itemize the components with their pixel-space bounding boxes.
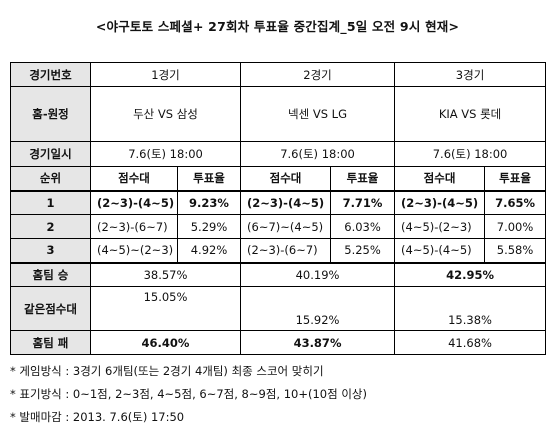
- rank-row: 2 (2~3)-(6~7) 5.29% (6~7)~(4~5) 6.03% (4…: [10, 214, 547, 239]
- score-band-cell: (4~5)~(2~3): [90, 238, 178, 263]
- vote-rate-cell: 5.29%: [176, 214, 242, 239]
- vote-rate-header: 투표율: [484, 166, 547, 192]
- game-3-datetime: 7.6(토) 18:00: [394, 141, 547, 167]
- game-2-home-win: 40.19%: [240, 261, 396, 287]
- vote-rate-cell: 5.58%: [484, 238, 547, 263]
- home-lose-row: 홈팀 패 46.40% 43.87% 41.68%: [10, 330, 547, 355]
- score-band-cell: (6~7)~(4~5): [240, 214, 332, 239]
- same-score-label: 같은점수대: [10, 286, 91, 331]
- game-1-home-lose: 46.40%: [89, 330, 242, 355]
- rank-row: 1 (2~3)-(4~5) 9.23% (2~3)-(4~5) 7.71% (2…: [10, 190, 547, 215]
- score-band-cell: (4~5)-(2~3): [394, 214, 486, 239]
- home-win-label: 홈팀 승: [10, 261, 91, 287]
- same-score-row: 같은점수대 15.05% 15.92% 15.38%: [10, 286, 547, 331]
- game-number-label: 경기번호: [10, 62, 91, 87]
- score-band-cell: (2~3)-(6~7): [240, 238, 332, 263]
- rank-number: 1: [10, 190, 91, 215]
- game-1-same-score: 15.05%: [89, 286, 242, 331]
- game-2-match: 넥센 VS LG: [240, 86, 396, 142]
- vote-rate-cell: 9.23%: [176, 190, 242, 215]
- game-2-same-score: 15.92%: [240, 286, 396, 331]
- home-win-row: 홈팀 승 38.57% 40.19% 42.95%: [10, 261, 547, 287]
- game-2-number: 2경기: [240, 62, 396, 87]
- game-2-home-lose: 43.87%: [240, 330, 396, 355]
- game-3-home-lose: 41.68%: [394, 330, 547, 355]
- score-band-header: 점수대: [240, 166, 332, 192]
- notes: * 게임방식 : 3경기 6개팀(또는 2경기 4개팀) 최종 스코어 맞히기 …: [10, 360, 367, 429]
- note-game-method: * 게임방식 : 3경기 6개팀(또는 2경기 4개팀) 최종 스코어 맞히기: [10, 364, 324, 378]
- score-band-header: 점수대: [394, 166, 486, 192]
- vote-rate-cell: 7.71%: [330, 190, 396, 215]
- page-title: <야구토토 스페셜+ 27회차 투표율 중간집계_5일 오전 9시 현재>: [95, 19, 460, 34]
- column-header-row: 순위 점수대 투표율 점수대 투표율 점수대 투표율: [10, 166, 547, 192]
- game-number-row: 경기번호 1경기 2경기 3경기: [10, 62, 547, 87]
- home-away-row: 홈-원정 두산 VS 삼성 넥센 VS LG KIA VS 롯데: [10, 86, 547, 142]
- game-1-datetime: 7.6(토) 18:00: [89, 141, 242, 167]
- rank-number: 3: [10, 238, 91, 263]
- note-notation: * 표기방식 : 0~1점, 2~3점, 4~5점, 6~7점, 8~9점, 1…: [10, 387, 367, 401]
- vote-rate-cell: 5.25%: [330, 238, 396, 263]
- game-2-datetime: 7.6(토) 18:00: [240, 141, 396, 167]
- vote-rate-cell: 6.03%: [330, 214, 396, 239]
- score-band-cell: (2~3)-(6~7): [90, 214, 178, 239]
- vote-rate-table: 경기번호 1경기 2경기 3경기 홈-원정 두산 VS 삼성 넥센 VS LG …: [10, 62, 547, 355]
- game-3-same-score: 15.38%: [394, 286, 547, 331]
- datetime-row: 경기일시 7.6(토) 18:00 7.6(토) 18:00 7.6(토) 18…: [10, 141, 547, 167]
- vote-rate-header: 투표율: [330, 166, 396, 192]
- game-3-match: KIA VS 롯데: [394, 86, 547, 142]
- score-band-header: 점수대: [90, 166, 178, 192]
- score-band-cell: (2~3)-(4~5): [240, 190, 332, 215]
- game-1-match: 두산 VS 삼성: [89, 86, 242, 142]
- datetime-label: 경기일시: [10, 141, 91, 167]
- vote-rate-header: 투표율: [176, 166, 242, 192]
- game-3-home-win: 42.95%: [394, 261, 547, 287]
- vote-rate-cell: 4.92%: [176, 238, 242, 263]
- rank-number: 2: [10, 214, 91, 239]
- game-3-number: 3경기: [394, 62, 547, 87]
- home-away-label: 홈-원정: [10, 86, 91, 142]
- home-lose-label: 홈팀 패: [10, 330, 91, 355]
- note-deadline: * 발매마감 : 2013. 7.6(토) 17:50: [10, 410, 185, 424]
- game-1-home-win: 38.57%: [89, 261, 242, 287]
- vote-rate-cell: 7.00%: [484, 214, 547, 239]
- rank-row: 3 (4~5)~(2~3) 4.92% (2~3)-(6~7) 5.25% (4…: [10, 238, 547, 263]
- vote-rate-cell: 7.65%: [484, 190, 547, 215]
- score-band-cell: (2~3)-(4~5): [90, 190, 178, 215]
- game-1-number: 1경기: [89, 62, 242, 87]
- score-band-cell: (4~5)-(4~5): [394, 238, 486, 263]
- rank-label: 순위: [10, 166, 91, 192]
- score-band-cell: (2~3)-(4~5): [394, 190, 486, 215]
